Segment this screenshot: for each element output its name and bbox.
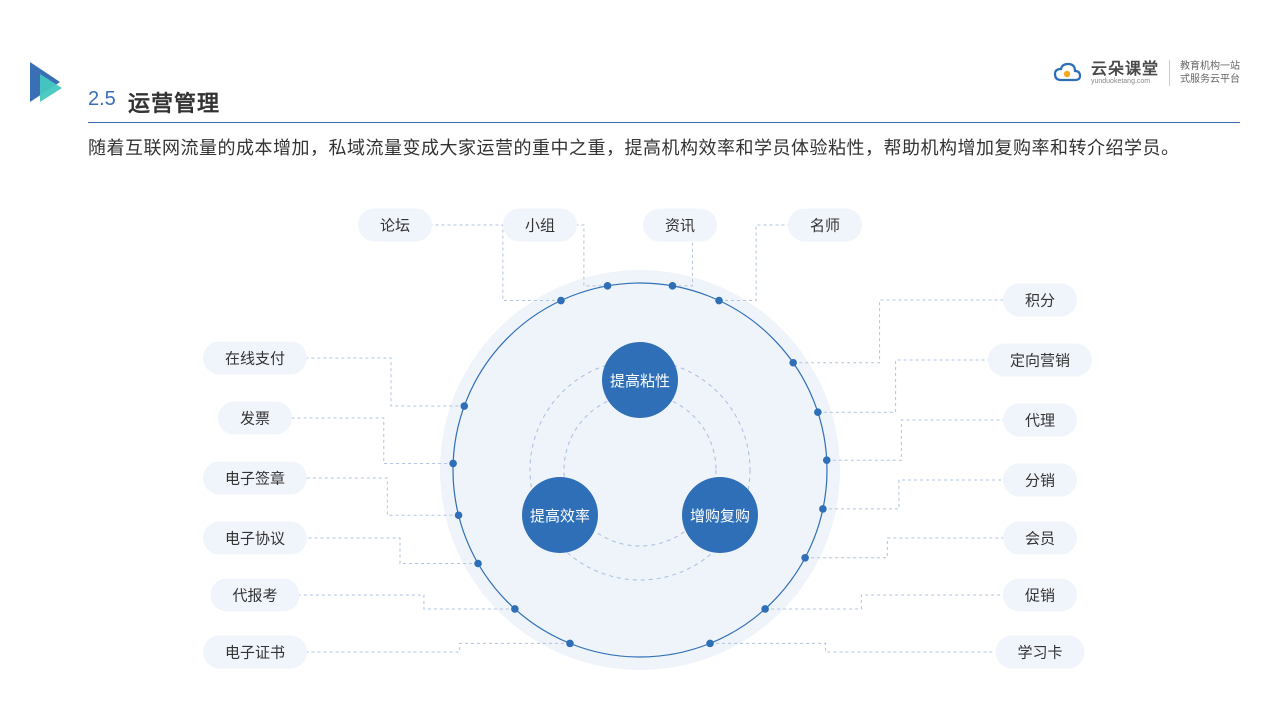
header-underline xyxy=(88,122,1240,123)
center-node-repurchase: 增购复购 xyxy=(682,477,758,553)
play-icon xyxy=(28,60,72,104)
logo-tagline-1: 教育机构一站 xyxy=(1180,60,1240,73)
section-number: 2.5 xyxy=(88,88,116,111)
center-node-stickiness: 提高粘性 xyxy=(602,342,678,418)
leaf-esign: 电子签章 xyxy=(203,462,307,495)
slide-header: 2.5 运营管理 云朵课堂 yunduoketang.com 教育机构一站 式服… xyxy=(0,30,1280,90)
leaf-agent: 代理 xyxy=(1003,404,1077,437)
leaf-eagreement: 电子协议 xyxy=(203,522,307,555)
leaf-teacher: 名师 xyxy=(788,209,862,242)
leaf-studycard: 学习卡 xyxy=(995,636,1084,669)
leaf-distribution: 分销 xyxy=(1003,464,1077,497)
logo-divider xyxy=(1169,60,1170,86)
cloud-icon xyxy=(1053,62,1081,84)
section-title: 运营管理 xyxy=(128,86,220,118)
leaf-onlinepay: 在线支付 xyxy=(203,342,307,375)
diagram-svg xyxy=(0,200,1280,700)
leaf-forum: 论坛 xyxy=(358,209,432,242)
leaf-ecert: 电子证书 xyxy=(203,636,307,669)
leaf-points: 积分 xyxy=(1003,284,1077,317)
leaf-invoice: 发票 xyxy=(218,402,292,435)
leaf-proxyexam: 代报考 xyxy=(210,579,299,612)
body-paragraph: 随着互联网流量的成本增加，私域流量变成大家运营的重中之重，提高机构效率和学员体验… xyxy=(88,130,1220,166)
operations-diagram: 论坛 小组 资讯 名师积分定向营销代理分销会员促销学习卡 在线支付发票电子签章电子协议代… xyxy=(0,200,1280,700)
leaf-marketing: 定向营销 xyxy=(988,344,1092,377)
brand-logo: 云朵课堂 yunduoketang.com 教育机构一站 式服务云平台 xyxy=(1053,60,1240,86)
logo-tagline: 教育机构一站 式服务云平台 xyxy=(1180,60,1240,86)
center-node-efficiency: 提高效率 xyxy=(522,477,598,553)
leaf-promotion: 促销 xyxy=(1003,579,1077,612)
logo-tagline-2: 式服务云平台 xyxy=(1180,73,1240,86)
logo-brand: 云朵课堂 xyxy=(1091,62,1159,78)
leaf-member: 会员 xyxy=(1003,522,1077,555)
logo-domain: yunduoketang.com xyxy=(1091,78,1159,85)
leaf-group: 小组 xyxy=(503,209,577,242)
leaf-news: 资讯 xyxy=(643,209,717,242)
